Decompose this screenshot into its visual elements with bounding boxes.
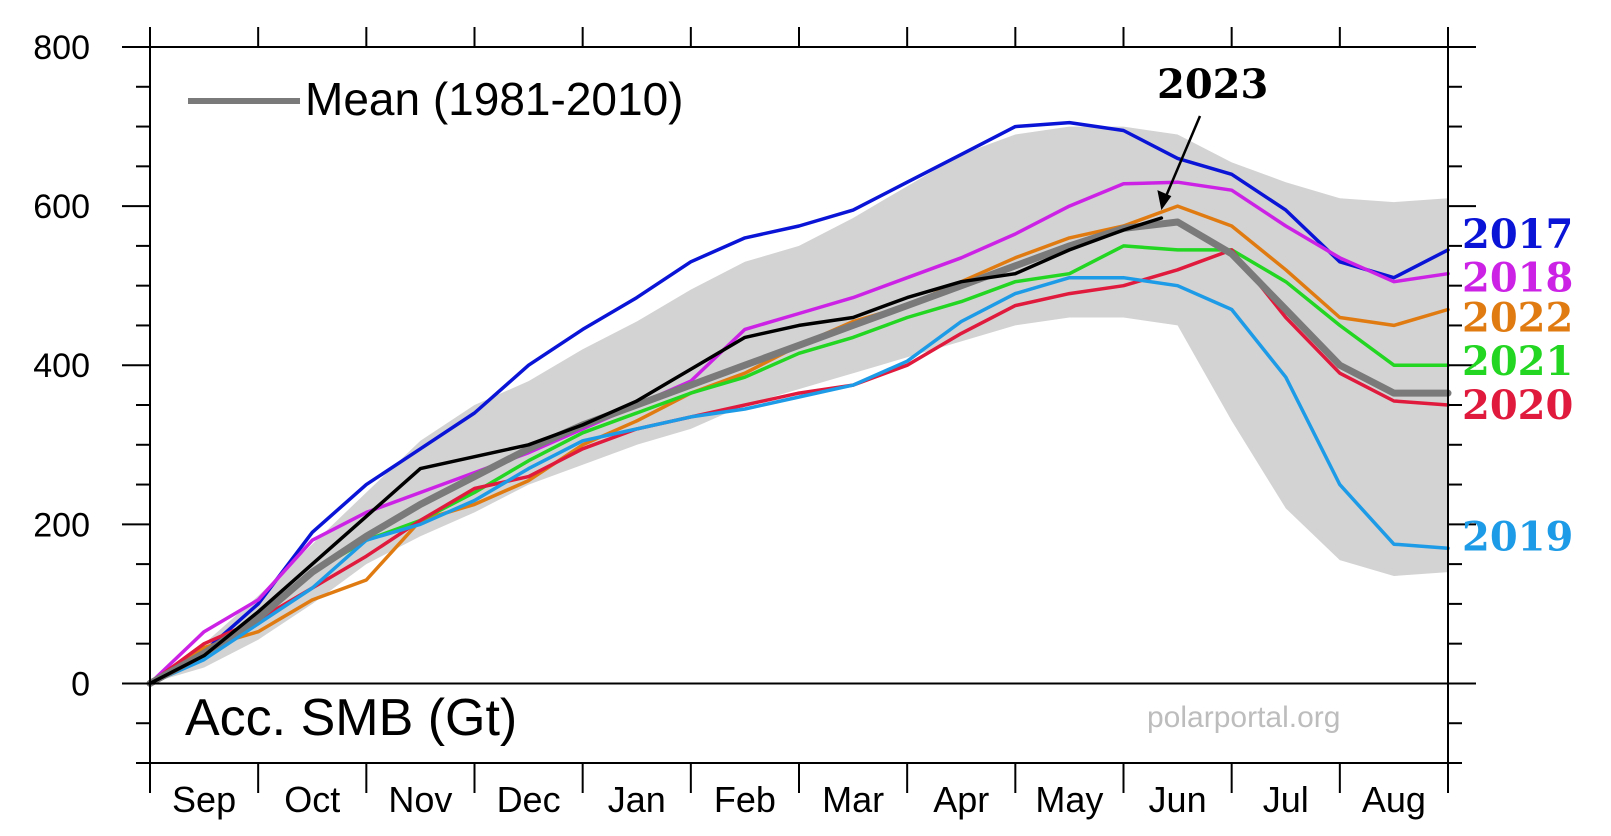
range-band bbox=[150, 126, 1448, 684]
x-tick-label: Jan bbox=[608, 779, 666, 820]
series-line-2018 bbox=[148, 180, 1450, 686]
source-label: polarportal.org bbox=[1147, 701, 1340, 734]
annotation-arrowhead bbox=[1157, 190, 1172, 211]
x-tick-label: Jun bbox=[1149, 779, 1207, 820]
x-tick-label: Mar bbox=[822, 779, 884, 820]
series-line-2023 bbox=[148, 216, 1164, 686]
x-tick-label: Oct bbox=[284, 779, 340, 820]
x-tick-label: Feb bbox=[714, 779, 776, 820]
x-tick-label: May bbox=[1035, 779, 1103, 820]
annotation-arrow bbox=[1163, 115, 1202, 201]
x-tick-label: Apr bbox=[933, 779, 989, 820]
axes: 0 200 400 600 800 Sep Oct Nov Dec Jan Feb Mar Apr May… bbox=[33, 27, 1476, 820]
y-tick-label: 600 bbox=[33, 188, 90, 226]
series-line-mean-1981-2010 bbox=[146, 218, 1452, 687]
annotation-2023: 2023 bbox=[1157, 61, 1268, 108]
year-label-2017: 2017 bbox=[1462, 211, 1573, 258]
x-tick-label: Sep bbox=[172, 779, 236, 820]
x-tick-label: Jul bbox=[1263, 779, 1309, 820]
y-unit-label: Acc. SMB (Gt) bbox=[185, 689, 517, 747]
plot-area bbox=[146, 120, 1452, 687]
legend-label: Mean (1981-2010) bbox=[305, 73, 683, 125]
year-label-2021: 2021 bbox=[1462, 338, 1573, 385]
year-label-2019: 2019 bbox=[1462, 513, 1573, 560]
series-line-2017 bbox=[148, 120, 1450, 686]
y-tick-label: 200 bbox=[33, 506, 90, 544]
year-label-2020: 2020 bbox=[1462, 382, 1573, 429]
x-tick-label: Aug bbox=[1362, 779, 1426, 820]
labels: Mean (1981-2010) Acc. SMB (Gt) polarport… bbox=[185, 61, 1573, 747]
year-label-2022: 2022 bbox=[1462, 294, 1573, 341]
y-tick-label: 400 bbox=[33, 347, 90, 385]
year-label-2018: 2018 bbox=[1462, 255, 1573, 302]
x-tick-label: Dec bbox=[497, 779, 561, 820]
y-tick-label: 800 bbox=[33, 29, 90, 67]
x-tick-label: Nov bbox=[388, 779, 452, 820]
y-tick-label: 0 bbox=[71, 665, 90, 703]
